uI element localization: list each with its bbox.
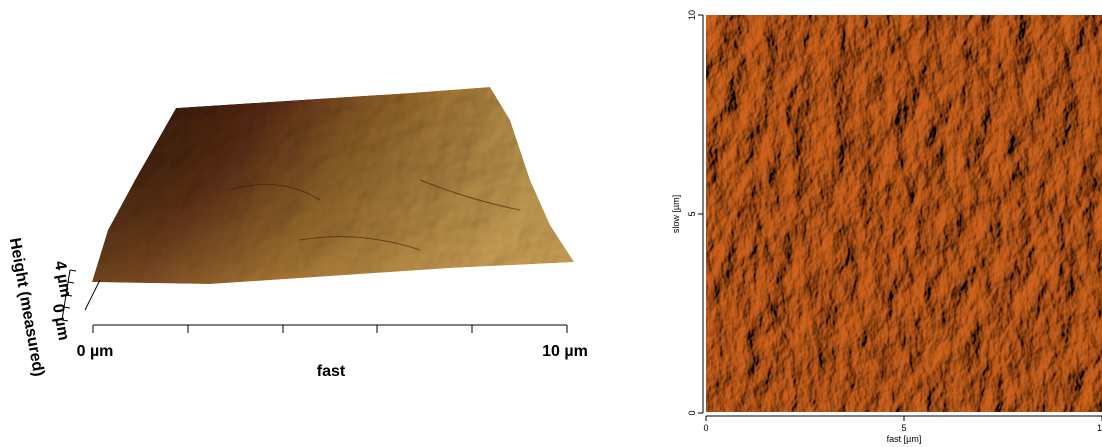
surface-3d bbox=[92, 87, 574, 284]
x-end-label: 10 µm bbox=[542, 343, 588, 360]
tick bbox=[67, 281, 75, 284]
x-tick-label: 10 bbox=[1097, 423, 1102, 433]
x-tick-label: 5 bbox=[901, 423, 906, 433]
afm-image bbox=[706, 15, 1102, 412]
x-start-label: 0 µm bbox=[77, 343, 114, 360]
x-axis-label: fast [µm] bbox=[887, 434, 922, 444]
x-tick-label: 0 bbox=[703, 423, 708, 433]
y-tick-label: 10 bbox=[687, 10, 697, 20]
z-bottom-label: 0 µm bbox=[49, 303, 72, 342]
right-axes: 0 5 10 0 5 10 bbox=[687, 10, 1102, 433]
tick bbox=[65, 294, 73, 297]
y-tick-label: 0 bbox=[687, 410, 697, 415]
surface-shade bbox=[92, 87, 574, 284]
z-axis-label: Height (measured) bbox=[6, 237, 47, 378]
surface-cracks bbox=[229, 179, 521, 251]
y-tick-label: 5 bbox=[687, 211, 697, 216]
tick bbox=[69, 269, 77, 272]
z-top-label: 4 µm bbox=[51, 260, 74, 299]
tick bbox=[63, 306, 71, 309]
left-axes bbox=[61, 269, 568, 333]
corner-line bbox=[84, 279, 101, 311]
tick bbox=[61, 319, 69, 322]
y-axis-label: slow [µm] bbox=[671, 195, 681, 233]
x-axis-label: fast bbox=[317, 363, 346, 380]
